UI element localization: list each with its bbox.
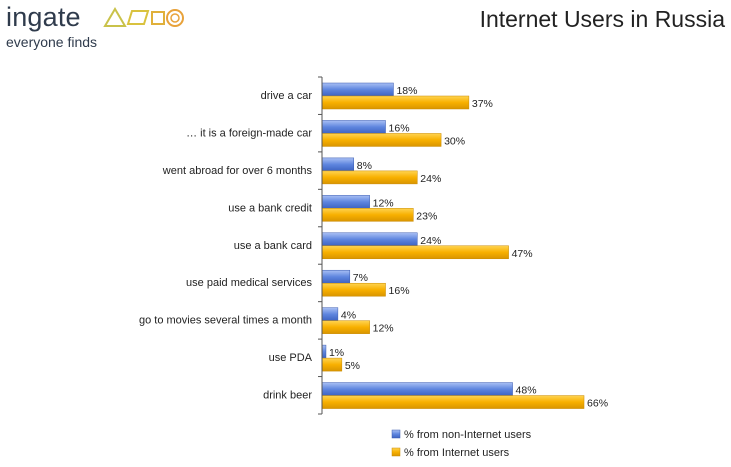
bar-internet — [321, 395, 585, 409]
bar-non-internet — [321, 307, 339, 321]
bar-non-internet — [321, 195, 370, 209]
bar-internet — [321, 282, 386, 297]
data-label: 5% — [345, 360, 360, 372]
data-label: 12% — [373, 323, 394, 335]
data-label: 24% — [420, 235, 441, 247]
legend-swatch — [391, 447, 401, 457]
data-label: 1% — [329, 347, 344, 359]
data-label: 12% — [373, 197, 394, 209]
data-label: 48% — [516, 385, 537, 397]
data-label: 16% — [389, 285, 410, 297]
data-label: 47% — [512, 248, 533, 260]
category-label: drive a car — [261, 90, 313, 102]
bar-non-internet — [321, 382, 513, 396]
brand-logo-icon — [103, 7, 184, 27]
category-label: went abroad for over 6 months — [162, 165, 313, 177]
bar-non-internet — [321, 232, 418, 247]
data-label: 18% — [396, 85, 417, 97]
bar-internet — [321, 245, 509, 260]
bar-non-internet — [321, 344, 327, 359]
data-label: 4% — [341, 310, 356, 322]
brand-block: ingate everyone finds — [6, 2, 97, 50]
bar-non-internet — [321, 120, 386, 134]
category-label: go to movies several times a month — [139, 315, 312, 327]
brand-tagline: everyone finds — [6, 34, 98, 50]
bar-non-internet — [321, 157, 355, 172]
data-label: 8% — [357, 160, 372, 172]
bar-internet — [321, 320, 370, 334]
category-label: use PDA — [269, 352, 313, 364]
bar-internet — [321, 208, 414, 222]
bar-internet — [321, 170, 418, 185]
bar-non-internet — [321, 82, 394, 97]
category-label: drink beer — [263, 390, 312, 402]
data-label: 37% — [472, 98, 493, 110]
data-label: 66% — [587, 398, 608, 410]
data-label: 30% — [444, 135, 465, 147]
chart-title: Internet Users in Russia — [479, 6, 725, 32]
category-label: use paid medical services — [186, 277, 312, 289]
data-label: 24% — [420, 173, 441, 185]
category-label: use a bank credit — [228, 202, 312, 214]
data-label: 23% — [416, 210, 437, 222]
bar-internet — [321, 95, 470, 110]
bar-non-internet — [321, 269, 351, 284]
category-label: … it is a foreign-made car — [186, 127, 312, 139]
data-label: 7% — [353, 272, 368, 284]
bar-internet — [321, 357, 343, 372]
legend-swatch — [391, 429, 401, 439]
brand-name: ingate — [6, 2, 81, 32]
data-label: 16% — [389, 122, 410, 134]
category-label: use a bank card — [234, 240, 312, 252]
legend-label: % from non-Internet users — [404, 429, 532, 441]
bar-internet — [321, 133, 442, 147]
legend-label: % from Internet users — [404, 447, 510, 459]
